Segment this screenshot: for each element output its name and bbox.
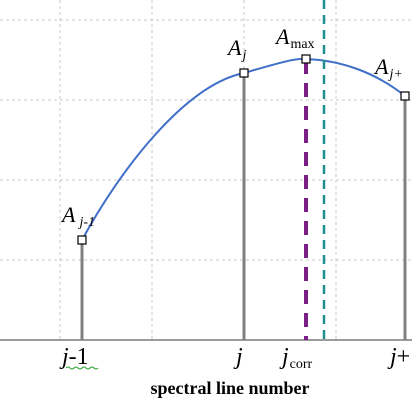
spellcheck-underline (65, 366, 99, 370)
tick-label-j-plus: j+ (387, 344, 410, 370)
stems (80, 73, 407, 340)
marker-max (301, 54, 311, 64)
marker-j-plus (400, 91, 410, 101)
label-a-j-plus: Aj+ (373, 54, 403, 82)
grid (0, 0, 412, 340)
marker-j (239, 68, 249, 78)
tick-label-j-minus-1: j-1 (59, 344, 89, 370)
tick-label-j: j (233, 344, 243, 370)
x-axis-title: spectral line number (151, 378, 310, 398)
label-a-max: Amax (274, 24, 315, 52)
tick-label-j-corr: jcorr (279, 344, 313, 372)
interpolation-curve (81, 57, 406, 241)
markers (77, 54, 410, 245)
marker-j-minus-1 (77, 235, 87, 245)
label-a-j: Aj (226, 35, 246, 63)
